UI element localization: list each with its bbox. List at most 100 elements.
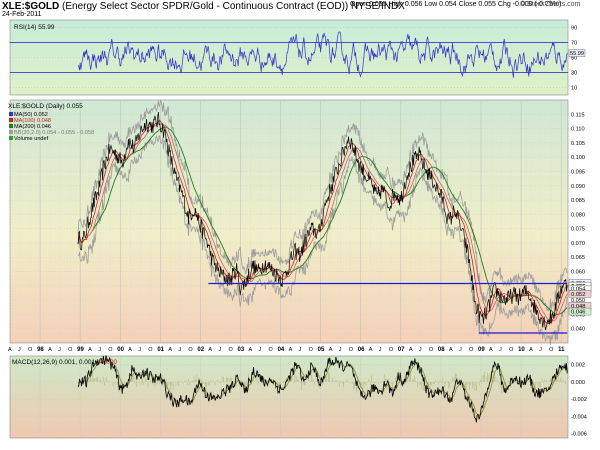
x-tick-label: J (58, 347, 61, 353)
price-tick-label: 0.095 (571, 169, 585, 175)
support-resistance-lines (208, 282, 568, 334)
x-year-label: 06 (358, 347, 365, 353)
rsi-tick-label: 90 (571, 26, 577, 32)
ma200-legend: MA(200) 0.046 (14, 124, 51, 130)
price-tick-label: 0.090 (571, 184, 585, 190)
price-panel (9, 99, 569, 344)
x-tick-label: J (138, 347, 141, 353)
main-legend: XLE:$GOLD (Daily) 0.055 MA(50) 0.052 MA(… (8, 103, 94, 142)
x-tick-label: O (309, 347, 314, 353)
x-grid (9, 100, 562, 343)
x-tick-label: A (369, 347, 373, 353)
rsi-last-label: 55.99 (570, 51, 584, 57)
symbol-label: XLE:$GOLD (2, 1, 60, 12)
macd-legend: MACD(12,26,9) 0.001, 0.001, -0.000 (12, 359, 118, 366)
x-tick-label: O (389, 347, 394, 353)
x-tick-label: J (18, 347, 21, 353)
x-year-label: 05 (318, 347, 325, 353)
macd-legend-main: MACD(12,26,9) 0.001, 0.001 (12, 359, 95, 366)
x-tick-label: O (188, 347, 193, 353)
price-tag-label: 0.046 (571, 310, 586, 316)
price-tag-label: 0.048 (571, 304, 586, 310)
x-tick-label: A (449, 347, 453, 353)
bb-legend: BB(20,2.0) 0.054 - 0.055 - 0.058 (14, 130, 94, 136)
rsi-tick-label: 70 (571, 41, 577, 47)
x-tick-label: O (228, 347, 233, 353)
bollinger-upper-line (77, 98, 568, 313)
x-tick-label: J (178, 347, 181, 353)
x-tick-label: A (289, 347, 293, 353)
x-year-label: 98 (37, 347, 44, 353)
macd-tick-label: 0.002 (571, 363, 585, 369)
x-tick-label: J (419, 347, 422, 353)
x-tick-label: J (299, 347, 302, 353)
x-tick-label: J (259, 347, 262, 353)
ma200-swatch (9, 124, 13, 128)
price-tick-label: 0.075 (571, 227, 585, 233)
x-tick-label: O (148, 347, 153, 353)
rsi-tick-label: 50 (571, 56, 577, 62)
price-tick-label: 0.065 (571, 255, 585, 261)
x-tick-label: O (28, 347, 33, 353)
x-year-label: 04 (278, 347, 285, 353)
x-year-label: 11 (558, 347, 565, 353)
x-tick-label: J (218, 347, 221, 353)
x-year-label: 99 (77, 347, 84, 353)
price-series-line (77, 112, 568, 331)
x-tick-label: O (108, 347, 113, 353)
x-tick-label: A (48, 347, 52, 353)
x-year-label: 09 (478, 347, 485, 353)
symbol-description: (Energy Select Sector SPDR/Gold - Contin… (62, 1, 405, 12)
ma200-line (91, 126, 568, 315)
price-tag-label: 0.052 (571, 292, 586, 298)
price-tag-label: 0.054 (571, 287, 586, 293)
rsi-last-tag (568, 49, 586, 57)
price-tick-label: 0.105 (571, 141, 585, 147)
bollinger-lower-line (78, 134, 568, 346)
x-tick-label: A (208, 347, 212, 353)
x-tick-label: A (409, 347, 413, 353)
ma50-legend: MA(50) 0.052 (14, 112, 48, 118)
x-tick-label: J (98, 347, 101, 353)
stockcharts-watermark: © StockCharts.com (520, 1, 581, 8)
macd-legend-hist: , -0.000 (95, 359, 117, 366)
macd-tick-label: 0.000 (571, 380, 585, 386)
volume-swatch (9, 136, 13, 140)
x-tick-label: A (529, 347, 533, 353)
x-tick-label: O (509, 347, 514, 353)
price-tick-label: 0.085 (571, 198, 585, 204)
x-tick-label: J (499, 347, 502, 353)
x-tick-label: A (329, 347, 333, 353)
ma50-swatch (9, 112, 13, 116)
ma100-legend: MA(100) 0.048 (14, 118, 51, 124)
x-tick-label: A (8, 347, 12, 353)
x-year-label: 02 (197, 347, 204, 353)
price-tag-box (568, 307, 592, 316)
x-year-label: 10 (518, 347, 525, 353)
macd-tick-label: -0.004 (571, 414, 587, 420)
price-tick-label: 0.045 (571, 312, 585, 318)
x-tick-label: O (469, 347, 474, 353)
x-tick-label: A (88, 347, 92, 353)
volume-legend: Volume undef (14, 136, 49, 142)
price-tick-label: 0.100 (571, 155, 585, 161)
price-tick-label: 0.050 (571, 298, 585, 304)
chart-symbol-header: XLE:$GOLD (Energy Select Sector SPDR/Gol… (2, 1, 405, 12)
macd-panel (9, 355, 569, 439)
rsi-grid (10, 27, 568, 88)
bb-swatch (9, 130, 13, 134)
rsi-legend: RSI(14) 55.99 (14, 24, 55, 31)
price-tick-label: 0.040 (571, 327, 585, 333)
macd-tick-label: -0.002 (571, 397, 587, 403)
chart-date: 24-Feb-2011 (2, 11, 42, 18)
macd-y-axis: 0.002 0.000 -0.002 -0.004 -0.006 (571, 363, 587, 438)
rsi-tick-label: 10 (571, 86, 577, 92)
price-tick-label: 0.080 (571, 212, 585, 218)
price-tick-label: 0.110 (571, 127, 585, 133)
x-tick-label: J (379, 347, 382, 353)
x-tick-label: O (269, 347, 274, 353)
x-year-label: 01 (157, 347, 164, 353)
x-tick-label: A (168, 347, 172, 353)
x-year-label: 00 (117, 347, 124, 353)
